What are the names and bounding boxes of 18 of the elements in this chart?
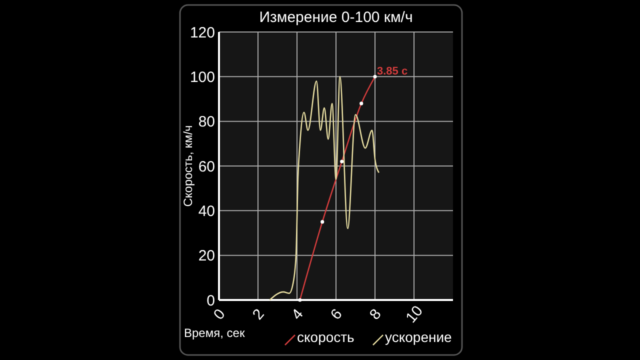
- x-axis-title: Время, сек: [184, 326, 246, 340]
- x-tick-label: 8: [366, 306, 385, 324]
- y-tick-label: 20: [198, 248, 215, 265]
- annotation: 3.85 с: [377, 66, 408, 78]
- x-tick-label: 6: [327, 306, 346, 324]
- y-tick-label: 100: [190, 68, 215, 86]
- legend-label: ускорение: [385, 329, 452, 345]
- x-tick-label: 4: [288, 306, 307, 324]
- y-tick-label: 80: [198, 114, 215, 131]
- y-tick-label: 40: [198, 202, 215, 220]
- y-axis-title: Скорость, км/ч: [181, 125, 195, 207]
- chart-title: Измерение 0-100 км/ч: [259, 9, 413, 26]
- line-series: [269, 76, 380, 301]
- y-tick-label: 120: [190, 24, 215, 42]
- x-tick-label: 10: [402, 302, 426, 326]
- legend-label: скорость: [297, 329, 354, 345]
- y-tick-label: 60: [198, 158, 215, 176]
- x-tick-label: 2: [249, 306, 268, 324]
